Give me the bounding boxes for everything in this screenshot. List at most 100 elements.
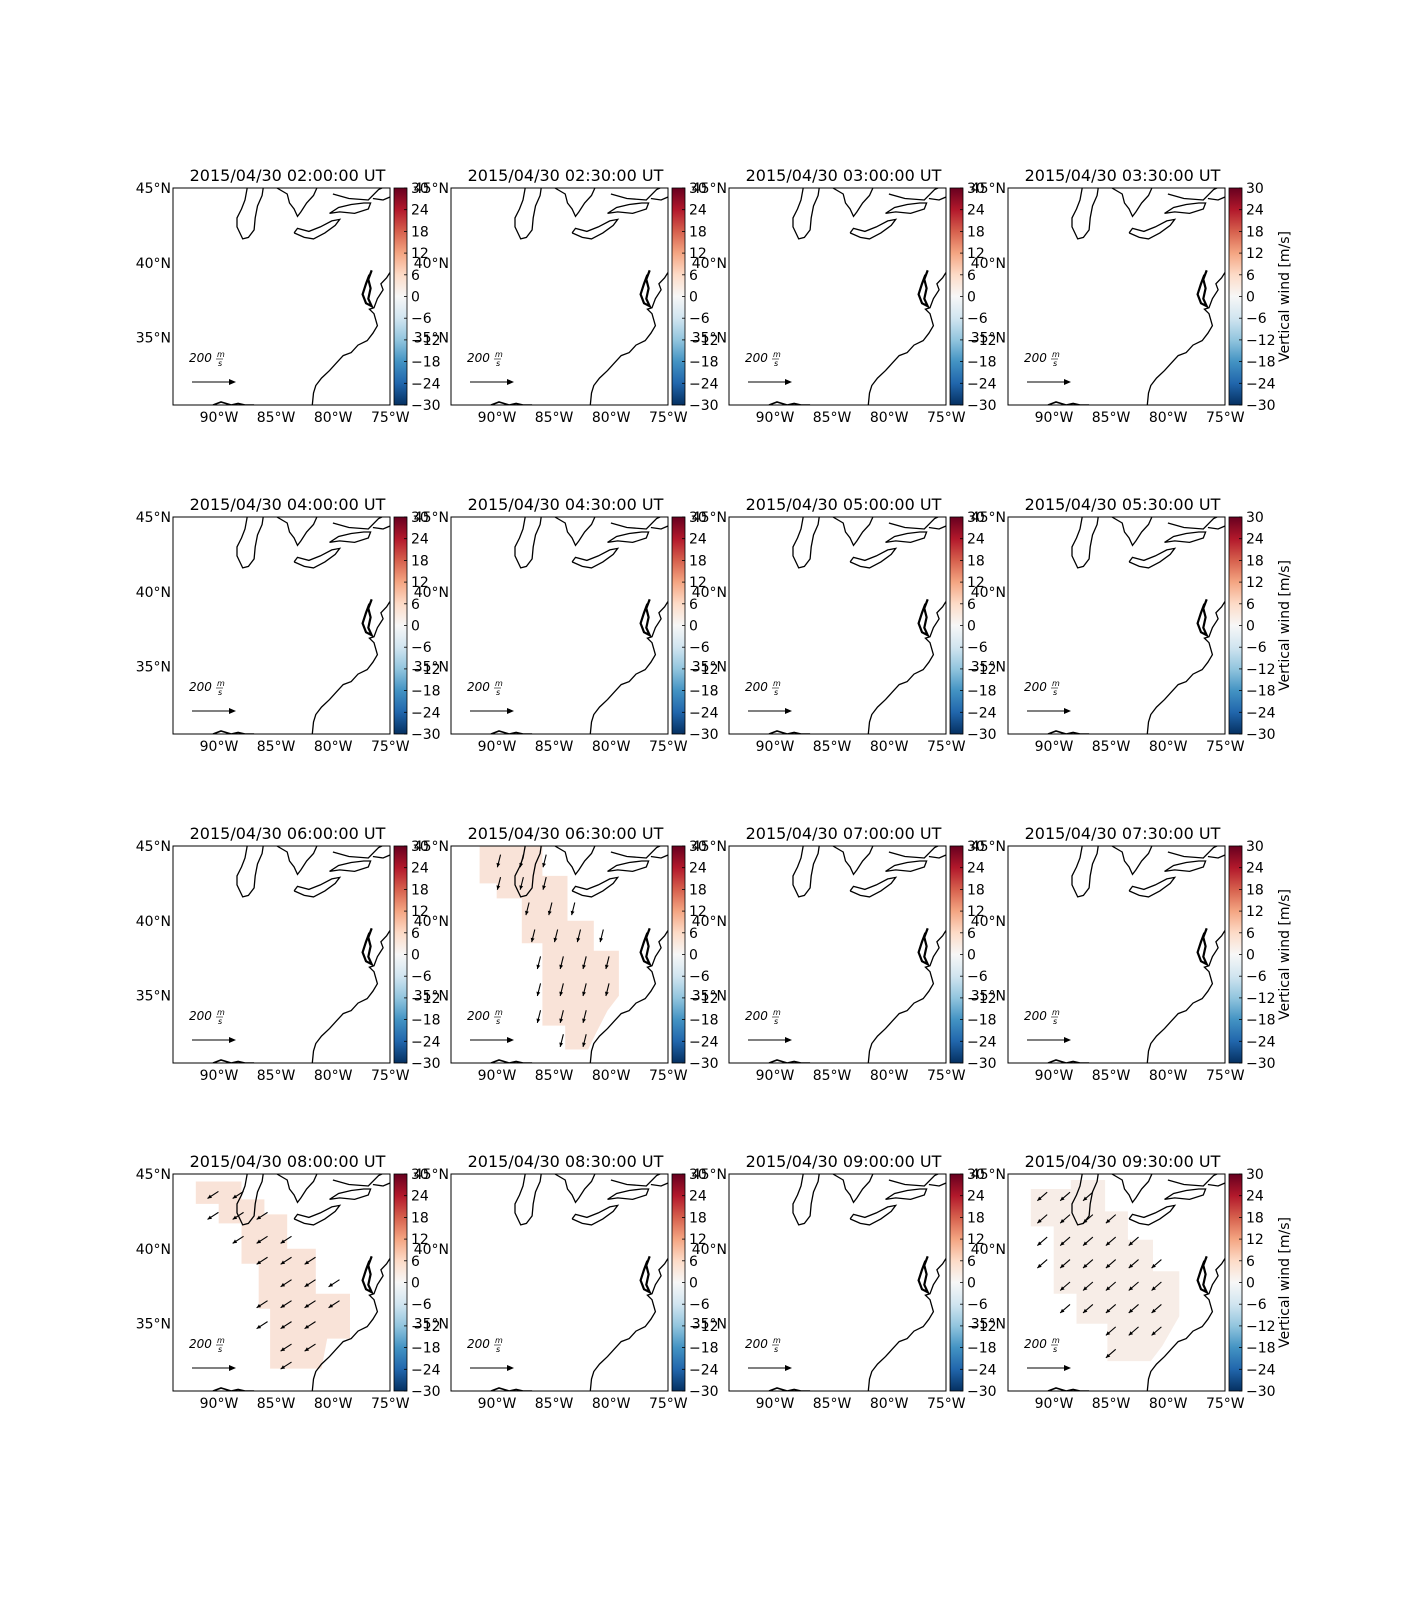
lon-tick-label: 75°W (1206, 1068, 1245, 1084)
reference-arrow-unit-num: m (773, 679, 781, 688)
axes-frame (728, 1173, 947, 1392)
coastline (885, 860, 928, 873)
coastline (849, 1204, 898, 1226)
wind-vector-arrow (1105, 1281, 1117, 1291)
coastline (490, 401, 533, 405)
coastline (768, 730, 811, 734)
colorbar-tick-label: −24 (689, 1362, 719, 1378)
panel-title: 2015/04/30 09:00:00 UT (746, 1152, 942, 1171)
colorbar-tick-label: −30 (1246, 398, 1276, 414)
colorbar-tick-label: −6 (689, 969, 710, 985)
wind-vector-arrow (1059, 1304, 1071, 1314)
colorbar-tick-label: 30 (1246, 510, 1264, 526)
coastline (332, 188, 384, 201)
colorbar: 30 24 18 12 6 0 −6 −12 −18 −24 −30 Vertical wind [m… (1228, 1167, 1293, 1400)
lat-tick-label: 45°N (971, 1167, 1006, 1183)
map-area: 200 ms (745, 846, 946, 1063)
reference-arrow-unit-den: s (1053, 1017, 1057, 1026)
wind-vector-arrow (256, 1321, 268, 1330)
coastline (610, 188, 662, 201)
lon-tick-label: 75°W (649, 1396, 688, 1412)
panel-title: 2015/04/30 07:00:00 UT (746, 824, 942, 843)
colorbar-tick-label: 18 (967, 882, 985, 898)
colorbar-tick-label: 6 (1246, 926, 1255, 942)
vertical-wind-fill (195, 1181, 350, 1369)
map-panel: 200 ms 2015/04/30 03:00:00 UT 45°N 40°N 35°N 9… (692, 166, 997, 426)
colorbar-tick-label: 12 (967, 1232, 985, 1248)
reference-arrow-unit-den: s (774, 1017, 778, 1026)
coastline (792, 188, 820, 240)
colorbar-tick-label: 6 (689, 268, 698, 284)
coastline (1047, 730, 1090, 734)
colorbar-tick-label: 12 (689, 904, 707, 920)
colorbar-tick-label: 30 (689, 839, 707, 855)
vertical-wind-fill (1030, 1180, 1180, 1362)
lon-tick-label: 85°W (813, 739, 852, 755)
colorbar-tick-label: 12 (411, 904, 429, 920)
lon-tick-label: 90°W (756, 1068, 795, 1084)
colorbar-tick-label: −12 (1246, 333, 1276, 349)
colorbar-tick-label: 18 (1246, 224, 1264, 240)
wind-vector-arrow (519, 876, 524, 890)
colorbar-tick-label: −6 (411, 1297, 432, 1313)
colorbar-tick-label: −6 (1246, 969, 1267, 985)
reference-arrow: 200 ms (1024, 350, 1071, 385)
lon-tick-label: 85°W (1092, 739, 1131, 755)
coastline (514, 1174, 542, 1226)
panel-title: 2015/04/30 09:30:00 UT (1025, 1152, 1221, 1171)
colorbar-tick-label: 6 (411, 268, 420, 284)
lat-tick-label: 35°N (692, 1317, 727, 1333)
coastline (236, 517, 264, 569)
colorbar-tick-label: −12 (1246, 1319, 1276, 1335)
colorbar: 30 24 18 12 6 0 −6 −12 −18 −24 −30 (671, 510, 719, 743)
colorbar-tick-label: −12 (411, 333, 441, 349)
colorbar-tick-label: −30 (967, 1384, 997, 1400)
colorbar-tick-label: 30 (1246, 839, 1264, 855)
colorbar-tick-label: −24 (1246, 1362, 1276, 1378)
coastline (514, 846, 542, 898)
lon-tick-label: 75°W (927, 1396, 966, 1412)
colorbar-tick-label: 12 (1246, 246, 1264, 262)
colorbar-tick-label: 30 (411, 839, 429, 855)
colorbar-tick-label: 18 (689, 882, 707, 898)
coastline (917, 927, 931, 967)
lon-tick-label: 85°W (1092, 410, 1131, 426)
lon-tick-label: 90°W (478, 410, 517, 426)
lat-tick-label: 45°N (414, 181, 449, 197)
lat-tick-label: 45°N (971, 181, 1006, 197)
lon-tick-label: 85°W (257, 410, 296, 426)
colorbar-tick-label: 24 (411, 861, 429, 877)
lat-tick-label: 45°N (414, 1167, 449, 1183)
reference-arrow-number: 200 (189, 1009, 212, 1023)
coastline (849, 876, 898, 898)
wind-vector-arrow (576, 929, 582, 943)
colorbar-tick-label: −6 (967, 311, 988, 327)
wind-vector-arrow (542, 876, 547, 890)
lat-tick-label: 45°N (414, 510, 449, 526)
colorbar-tick-label: 6 (1246, 597, 1255, 613)
lon-tick-label: 75°W (927, 410, 966, 426)
wind-vector-arrow (1128, 1281, 1139, 1291)
wind-vector-arrow (530, 929, 536, 943)
lon-tick-label: 80°W (314, 1068, 353, 1084)
wind-vector-arrow (207, 1190, 219, 1199)
wind-vector-arrow (280, 1343, 292, 1352)
lat-tick-label: 35°N (414, 1317, 449, 1333)
axes-frame (1007, 516, 1226, 735)
vertical-wind-fill (479, 846, 619, 1050)
colorbar-tick-label: 12 (411, 575, 429, 591)
wind-vector-arrow (559, 1010, 564, 1024)
wind-vector-arrow (280, 1321, 292, 1330)
map-panel: 200 ms 2015/04/30 05:00:00 UT 45°N 40°N 35°N 9… (692, 495, 997, 755)
coastline (610, 846, 662, 859)
colorbar: 30 24 18 12 6 0 −6 −12 −18 −24 −30 Vertical wind [m… (1228, 510, 1293, 743)
reference-arrow-unit-den: s (218, 1345, 222, 1354)
coastline (1128, 1204, 1177, 1226)
lon-tick-label: 90°W (200, 1068, 239, 1084)
wind-vector-arrow (1105, 1236, 1117, 1247)
coastline (329, 860, 372, 873)
lon-tick-label: 85°W (535, 1068, 574, 1084)
coastline (554, 188, 596, 218)
wind-vector-arrow (496, 876, 502, 890)
coastline (1146, 253, 1225, 405)
